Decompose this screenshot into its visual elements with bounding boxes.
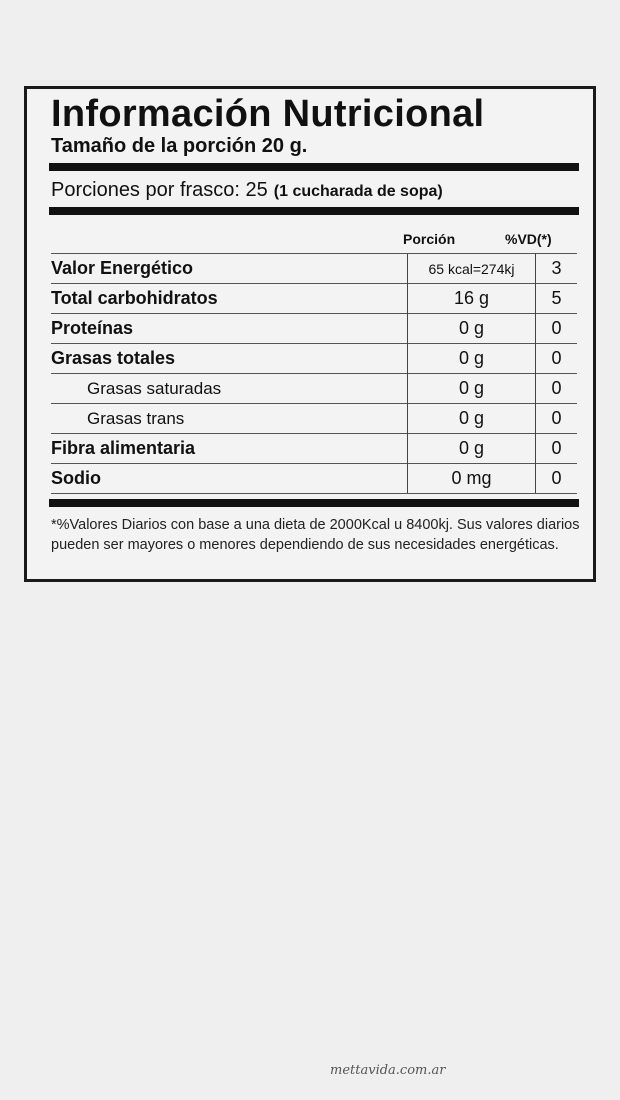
table-row: Valor Energético 65 kcal=274kj 3 xyxy=(51,253,577,284)
dv-value: 0 xyxy=(535,433,577,464)
nutrient-name: Total carbohidratos xyxy=(51,283,408,314)
portion-value: 0 g xyxy=(407,373,536,404)
serving-size: Tamaño de la porción 20 g. xyxy=(51,135,308,157)
nutrient-name: Grasas totales xyxy=(51,343,408,374)
dv-value: 0 xyxy=(535,343,577,374)
dv-value: 0 xyxy=(535,463,577,494)
portion-value: 0 g xyxy=(407,433,536,464)
watermark: mettavida.com.ar xyxy=(330,1063,446,1078)
table-row: Sodio 0 mg 0 xyxy=(51,463,577,494)
nutrient-name: Grasas trans xyxy=(51,403,408,434)
portion-value: 0 g xyxy=(407,403,536,434)
portions-text: Porciones por frasco: 25 xyxy=(51,179,268,201)
nutrition-table: Valor Energético 65 kcal=274kj 3 Total car… xyxy=(51,253,577,494)
nutrient-name: Valor Energético xyxy=(51,253,408,284)
header-dv: %VD(*) xyxy=(505,231,552,247)
portions-note: (1 cucharada de sopa) xyxy=(273,183,443,200)
portion-value: 0 g xyxy=(407,313,536,344)
header-portion: Porción xyxy=(403,231,456,247)
portion-value: 16 g xyxy=(407,283,536,314)
nutrient-name: Grasas saturadas xyxy=(51,373,408,404)
portion-value: 65 kcal=274kj xyxy=(407,253,536,284)
portions-per-jar: Porciones por frasco: 25 (1 cucharada de … xyxy=(51,179,443,202)
dv-value: 5 xyxy=(535,283,577,314)
nutrient-name: Sodio xyxy=(51,463,408,494)
dv-value: 0 xyxy=(535,373,577,404)
divider-bar xyxy=(49,207,579,215)
dv-value: 0 xyxy=(535,403,577,434)
nutrient-name: Fibra alimentaria xyxy=(51,433,408,464)
dv-value: 0 xyxy=(535,313,577,344)
divider-bar xyxy=(49,499,579,507)
portion-value: 0 g xyxy=(407,343,536,374)
nutrition-label: Información Nutricional Tamaño de la por… xyxy=(24,86,596,582)
portion-value: 0 mg xyxy=(407,463,536,494)
footnote: *%Valores Diarios con base a una dieta d… xyxy=(51,517,580,553)
divider-bar xyxy=(49,163,579,171)
dv-value: 3 xyxy=(535,253,577,284)
label-title: Información Nutricional xyxy=(51,93,485,135)
nutrient-name: Proteínas xyxy=(51,313,408,344)
